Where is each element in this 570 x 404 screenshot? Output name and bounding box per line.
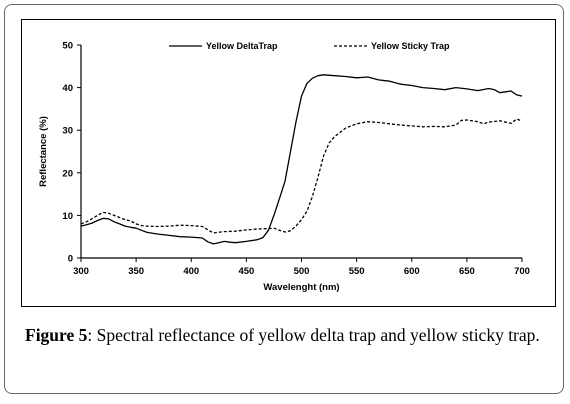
figure-caption: Figure 5: Spectral reflectance of yellow… [25, 323, 555, 347]
y-tick-label: 10 [62, 211, 73, 222]
caption-label: Figure 5 [25, 325, 88, 345]
x-tick-label: 600 [404, 266, 420, 277]
y-tick-label: 0 [68, 254, 73, 265]
y-tick-label: 50 [62, 41, 73, 52]
series-line-1 [80, 74, 523, 245]
x-tick-label: 350 [128, 266, 144, 277]
figure-frame: 0 10 20 30 40 50 300 350 400 450 500 550 600 650 700 Wa… [4, 4, 564, 394]
x-tick-label: 500 [294, 266, 310, 277]
x-axis-label: Wavelenght (nm) [263, 282, 339, 293]
y-tick-label: 20 [62, 168, 73, 179]
x-tick-label: 650 [459, 266, 475, 277]
x-tick-label: 400 [183, 266, 199, 277]
caption-text: : Spectral reflectance of yellow delta t… [87, 325, 540, 345]
y-axis-label: Reflectance (%) [38, 116, 49, 187]
legend-label-2: Yellow Sticky Trap [371, 41, 450, 51]
y-tick-label: 30 [62, 126, 73, 137]
legend-label-1: Yellow DeltaTrap [206, 41, 278, 51]
x-tick-label: 550 [349, 266, 365, 277]
x-tick-label: 700 [514, 266, 530, 277]
x-tick-label: 450 [238, 266, 254, 277]
chart-area: 0 10 20 30 40 50 300 350 400 450 500 550 600 650 700 Wa… [21, 19, 556, 307]
series-line-2 [80, 118, 523, 234]
x-tick-label: 300 [73, 266, 89, 277]
reflectance-chart: 0 10 20 30 40 50 300 350 400 450 500 550 600 650 700 Wa… [38, 41, 530, 294]
y-tick-label: 40 [62, 83, 73, 94]
